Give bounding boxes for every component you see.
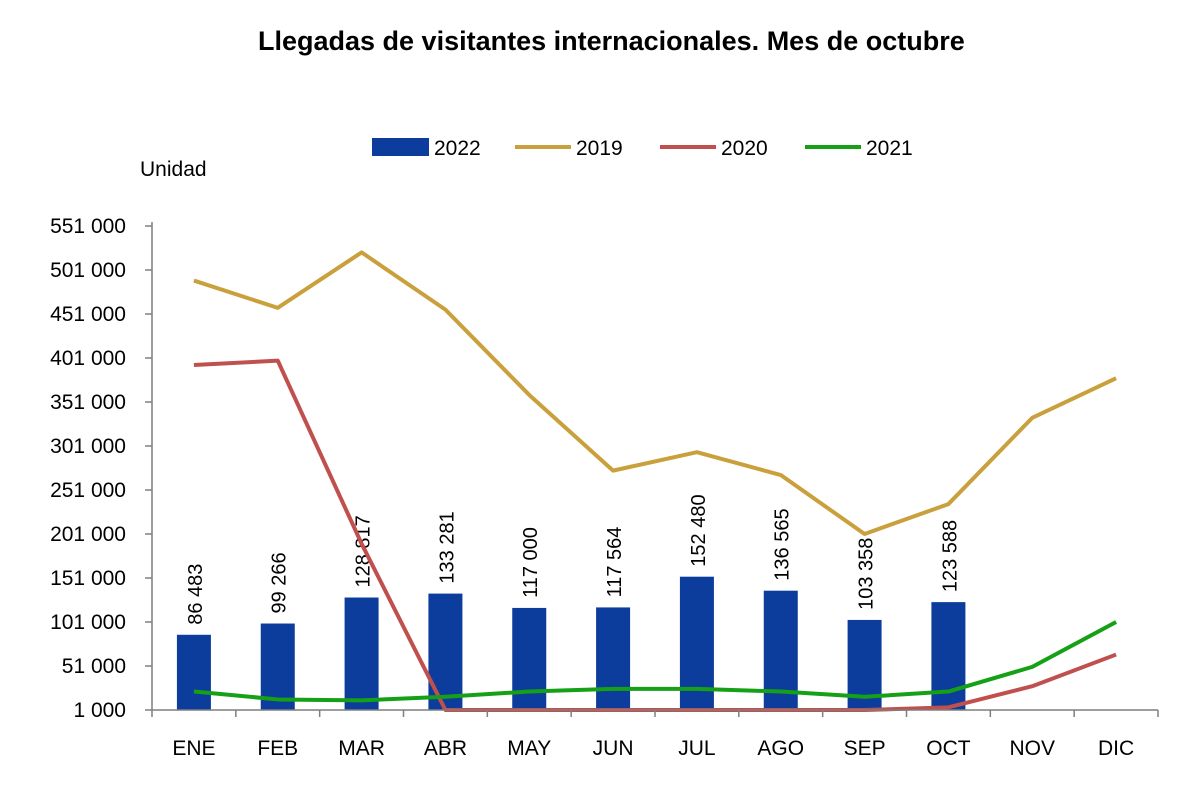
legend-swatch-2022 bbox=[372, 138, 429, 156]
x-tick-label: AGO bbox=[757, 737, 804, 760]
x-tick-label: JUN bbox=[593, 737, 634, 760]
x-tick-label: FEB bbox=[257, 737, 298, 760]
legend-label-2021: 2021 bbox=[866, 137, 913, 160]
y-tick-label: 201 000 bbox=[50, 523, 126, 546]
bar-2022-ene bbox=[176, 634, 211, 710]
bar-data-label: 152 480 bbox=[688, 494, 710, 566]
bar-data-label: 136 565 bbox=[772, 508, 794, 580]
y-tick-label: 1 000 bbox=[73, 699, 126, 722]
x-tick-label: ABR bbox=[424, 737, 467, 760]
y-tick-label: 451 000 bbox=[50, 303, 126, 326]
legend-label-2022: 2022 bbox=[434, 137, 481, 160]
y-axis-ticks: 1 000 51 000 101 000 151 000 201 000 251 000 3… bbox=[50, 215, 152, 722]
line-series bbox=[193, 250, 1118, 712]
y-axis-label: Unidad bbox=[140, 158, 207, 181]
legend: 2022 2019 2020 2021 bbox=[372, 137, 913, 160]
y-tick-label: 51 000 bbox=[62, 655, 126, 678]
bar-2022-abr bbox=[428, 593, 463, 710]
bar-data-label: 103 358 bbox=[856, 538, 878, 610]
x-tick-label: MAY bbox=[507, 737, 551, 760]
y-tick-label: 251 000 bbox=[50, 479, 126, 502]
x-tick-label: ENE bbox=[172, 737, 215, 760]
bar-data-label: 117 564 bbox=[604, 527, 626, 598]
y-tick-label: 151 000 bbox=[50, 567, 126, 590]
bar-data-label: 123 588 bbox=[939, 520, 961, 592]
x-tick-label: NOV bbox=[1009, 737, 1055, 760]
y-tick-label: 401 000 bbox=[50, 347, 126, 370]
y-tick-label: 351 000 bbox=[50, 391, 126, 414]
x-tick-label: SEP bbox=[844, 737, 886, 760]
legend-label-2020: 2020 bbox=[721, 137, 768, 160]
bar-2022-may bbox=[512, 607, 547, 710]
bar-data-label: 99 266 bbox=[269, 552, 291, 613]
line-series-2020 bbox=[193, 358, 1117, 712]
bar-data-labels: 86 483 99 266 128 817 133 281 117 000 117 564… bbox=[185, 494, 962, 624]
bar-2022-jun bbox=[596, 607, 631, 710]
x-tick-label: OCT bbox=[926, 737, 971, 760]
bar-data-label: 117 000 bbox=[520, 527, 542, 598]
chart-title: Llegadas de visitantes internacionales. … bbox=[258, 26, 965, 56]
line-series-2019 bbox=[193, 250, 1117, 536]
bar-2022-feb bbox=[260, 623, 295, 710]
bar-2022-mar bbox=[344, 597, 379, 710]
x-tick-label: DIC bbox=[1098, 737, 1134, 760]
bar-data-label: 133 281 bbox=[436, 511, 458, 583]
x-tick-label: JUL bbox=[678, 737, 715, 760]
bar-data-label: 86 483 bbox=[185, 564, 207, 625]
axes bbox=[151, 222, 1158, 711]
y-tick-label: 301 000 bbox=[50, 435, 126, 458]
x-axis-ticks: ENE FEB MAR ABR MAY JUN JUL AGO SEP OCT NOV DIC bbox=[151, 710, 1159, 760]
y-tick-label: 501 000 bbox=[50, 259, 126, 282]
legend-label-2019: 2019 bbox=[576, 137, 623, 160]
y-tick-label: 101 000 bbox=[50, 611, 126, 634]
x-tick-label: MAR bbox=[338, 737, 385, 760]
y-tick-label: 551 000 bbox=[50, 215, 126, 238]
line-series-2021 bbox=[193, 620, 1118, 703]
